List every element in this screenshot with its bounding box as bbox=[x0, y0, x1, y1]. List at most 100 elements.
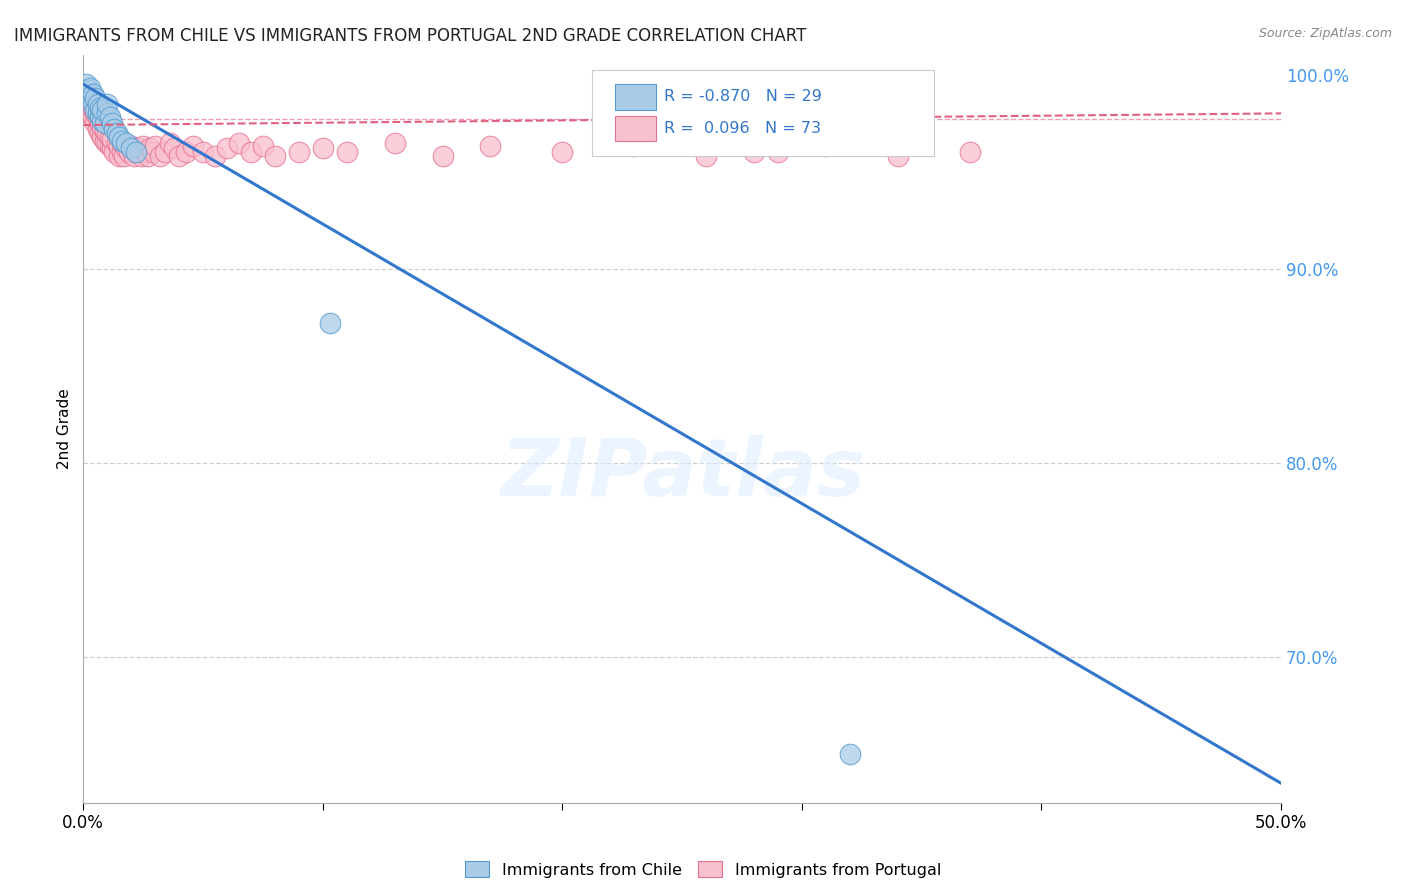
Point bbox=[742, 145, 765, 160]
Point bbox=[82, 110, 104, 124]
Point bbox=[103, 122, 125, 136]
Point bbox=[94, 124, 117, 138]
Point bbox=[384, 136, 406, 150]
Point bbox=[86, 106, 108, 120]
Point bbox=[77, 83, 100, 97]
Point bbox=[86, 122, 108, 136]
Point bbox=[75, 77, 97, 91]
Point bbox=[79, 91, 101, 105]
Point bbox=[82, 101, 104, 115]
Point bbox=[110, 136, 132, 150]
Point bbox=[336, 145, 359, 160]
Point bbox=[96, 136, 118, 150]
Point bbox=[89, 110, 111, 124]
FancyBboxPatch shape bbox=[614, 116, 655, 141]
Text: Source: ZipAtlas.com: Source: ZipAtlas.com bbox=[1258, 27, 1392, 40]
Legend: Immigrants from Chile, Immigrants from Portugal: Immigrants from Chile, Immigrants from P… bbox=[458, 855, 948, 884]
FancyBboxPatch shape bbox=[614, 84, 655, 110]
Point bbox=[110, 134, 132, 148]
Point bbox=[77, 103, 100, 117]
Point bbox=[228, 136, 250, 150]
Point bbox=[204, 149, 226, 163]
Point bbox=[139, 141, 162, 155]
Point bbox=[125, 145, 148, 160]
Point bbox=[215, 141, 238, 155]
Point bbox=[432, 149, 454, 163]
Point bbox=[103, 145, 125, 160]
Point bbox=[110, 145, 132, 160]
Point bbox=[149, 149, 172, 163]
Point bbox=[143, 139, 166, 153]
Point bbox=[135, 145, 157, 160]
Point bbox=[115, 136, 138, 150]
Point bbox=[599, 136, 621, 150]
Point bbox=[127, 141, 149, 155]
Point bbox=[108, 139, 131, 153]
Point bbox=[122, 149, 145, 163]
Point bbox=[75, 87, 97, 101]
Point bbox=[94, 134, 117, 148]
Point bbox=[101, 116, 124, 130]
Point bbox=[77, 87, 100, 101]
Point bbox=[84, 116, 107, 130]
Point bbox=[120, 141, 142, 155]
Point bbox=[77, 91, 100, 105]
Point bbox=[89, 101, 111, 115]
Point bbox=[91, 114, 114, 128]
Point bbox=[319, 316, 342, 330]
Point bbox=[105, 126, 128, 140]
Point bbox=[167, 149, 190, 163]
Point bbox=[766, 145, 789, 160]
Text: R =  0.096   N = 73: R = 0.096 N = 73 bbox=[664, 121, 821, 136]
Text: IMMIGRANTS FROM CHILE VS IMMIGRANTS FROM PORTUGAL 2ND GRADE CORRELATION CHART: IMMIGRANTS FROM CHILE VS IMMIGRANTS FROM… bbox=[14, 27, 807, 45]
Point bbox=[288, 145, 311, 160]
Point bbox=[118, 145, 141, 160]
Point bbox=[108, 149, 131, 163]
Point bbox=[98, 139, 121, 153]
Point bbox=[89, 126, 111, 140]
Point bbox=[101, 141, 124, 155]
Point bbox=[79, 96, 101, 111]
Point bbox=[96, 126, 118, 140]
Point bbox=[551, 145, 574, 160]
Point bbox=[132, 139, 155, 153]
Point bbox=[183, 139, 205, 153]
Point bbox=[94, 116, 117, 130]
Text: R = -0.870   N = 29: R = -0.870 N = 29 bbox=[664, 89, 823, 104]
Point bbox=[86, 110, 108, 124]
Point bbox=[108, 129, 131, 144]
Point bbox=[91, 129, 114, 144]
Point bbox=[959, 145, 981, 160]
Point bbox=[82, 87, 104, 101]
Point bbox=[142, 145, 165, 160]
Point bbox=[153, 145, 176, 160]
Point bbox=[312, 141, 335, 155]
Point bbox=[239, 145, 262, 160]
Point bbox=[75, 96, 97, 111]
Point bbox=[115, 141, 138, 155]
Point bbox=[886, 149, 908, 163]
Point bbox=[91, 103, 114, 117]
Point bbox=[101, 131, 124, 145]
Point bbox=[191, 145, 214, 160]
Point bbox=[84, 103, 107, 117]
Point bbox=[89, 116, 111, 130]
Point bbox=[136, 149, 159, 163]
Point bbox=[120, 139, 142, 153]
Point bbox=[82, 96, 104, 111]
Point bbox=[84, 106, 107, 120]
Point bbox=[84, 91, 107, 105]
Point bbox=[129, 149, 152, 163]
Point bbox=[479, 139, 502, 153]
Point bbox=[98, 110, 121, 124]
Point bbox=[163, 141, 186, 155]
Point bbox=[79, 81, 101, 95]
Point bbox=[112, 149, 135, 163]
Point bbox=[623, 139, 645, 153]
Point bbox=[86, 96, 108, 111]
Point bbox=[814, 139, 837, 153]
Y-axis label: 2nd Grade: 2nd Grade bbox=[58, 389, 72, 469]
Point bbox=[98, 129, 121, 144]
Point bbox=[695, 149, 717, 163]
Point bbox=[159, 136, 181, 150]
